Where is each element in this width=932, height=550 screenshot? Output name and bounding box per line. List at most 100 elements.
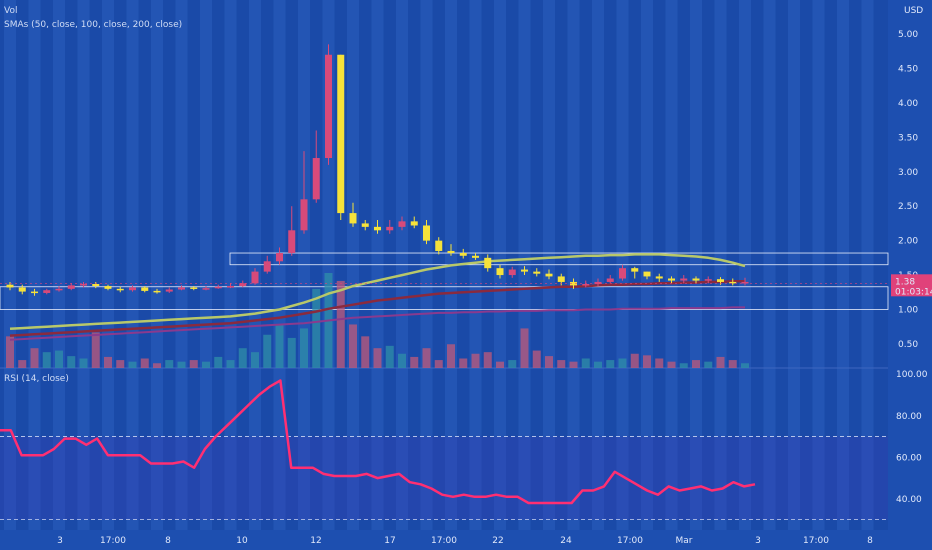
volume-bar (716, 356, 725, 368)
candle-countdown: 01:03:14 (895, 287, 932, 297)
candle-body[interactable] (251, 271, 259, 284)
candle-body[interactable] (717, 279, 724, 282)
candle-body[interactable] (190, 287, 198, 289)
candle-body[interactable] (349, 213, 357, 224)
volume-bar (704, 361, 713, 368)
volume-bar (606, 360, 615, 368)
candle-body[interactable] (459, 253, 467, 256)
candle-body[interactable] (398, 221, 406, 227)
volume-bar (128, 361, 137, 368)
candle-body[interactable] (496, 268, 504, 276)
candle-body[interactable] (141, 287, 149, 291)
last-price-tag (891, 274, 932, 297)
volume-bar (630, 353, 639, 368)
candle-body[interactable] (655, 276, 663, 279)
candle-body[interactable] (18, 287, 26, 292)
candle-body[interactable] (545, 273, 553, 277)
candle-body[interactable] (43, 290, 51, 293)
time-axis-tick-label: 17 (384, 536, 395, 546)
candle-body[interactable] (337, 54, 345, 214)
candle-body[interactable] (619, 268, 626, 279)
time-axis-tick-label: 17:00 (803, 536, 829, 546)
candle-body[interactable] (533, 271, 541, 274)
candle-body[interactable] (447, 250, 455, 254)
rsi-axis-tick-label: 40.00 (896, 495, 922, 505)
candle-body[interactable] (704, 279, 712, 281)
volume-bar (238, 348, 247, 368)
candle-body[interactable] (325, 54, 332, 159)
candle-body[interactable] (692, 278, 700, 281)
candle-body[interactable] (92, 284, 100, 287)
time-axis-tick-label: 17:00 (431, 536, 457, 546)
candle-body[interactable] (116, 288, 124, 291)
candle-body[interactable] (288, 230, 296, 254)
candle-body[interactable] (227, 286, 234, 288)
candle-body[interactable] (165, 289, 173, 292)
candle-body[interactable] (6, 284, 14, 288)
candle-body[interactable] (129, 287, 136, 291)
candle-body[interactable] (557, 276, 565, 282)
candle-body[interactable] (570, 281, 577, 286)
volume-bar (67, 356, 76, 368)
price-axis-tick-label: 3.00 (898, 168, 918, 178)
candle-body[interactable] (55, 288, 63, 291)
candle-body[interactable] (361, 223, 369, 227)
volume-bar (202, 361, 210, 368)
time-axis-tick-label: 17:00 (100, 536, 126, 546)
candle-body[interactable] (67, 285, 75, 289)
candle-body[interactable] (312, 158, 320, 200)
volume-bar (349, 324, 357, 368)
background-stripe (175, 0, 188, 530)
candle-body[interactable] (521, 269, 528, 272)
time-axis-tick-label: 3 (57, 536, 63, 546)
candle-body[interactable] (594, 281, 602, 285)
candle-body[interactable] (386, 226, 394, 231)
candle-body[interactable] (276, 253, 283, 262)
rsi-line (0, 379, 756, 505)
candle-body[interactable] (680, 278, 688, 281)
candle-body[interactable] (104, 286, 112, 289)
candle-body[interactable] (631, 268, 639, 272)
rsi-axis-tick-label: 60.00 (896, 453, 922, 463)
candle-body[interactable] (263, 261, 271, 272)
background-stripe (77, 0, 90, 530)
background-stripe (53, 0, 65, 530)
candle-body[interactable] (741, 281, 749, 284)
volume-bar (410, 356, 419, 368)
resistance-zone-box (229, 252, 889, 266)
sma-legend-label: SMAs (50, close, 100, close, 200, close) (4, 20, 182, 30)
candle-body[interactable] (374, 226, 381, 231)
candle-body[interactable] (202, 288, 210, 290)
candle-body[interactable] (300, 199, 308, 231)
sma100-line (9, 280, 745, 337)
candle-body[interactable] (80, 284, 87, 286)
candle-body[interactable] (153, 290, 161, 293)
volume-bar (520, 328, 529, 368)
candle-body[interactable] (423, 225, 430, 241)
candle-body[interactable] (239, 283, 247, 287)
candle-body[interactable] (508, 269, 516, 276)
time-axis-tick-label: 8 (867, 536, 873, 546)
candle-body[interactable] (214, 286, 222, 289)
volume-bar (741, 363, 749, 368)
candle-body[interactable] (606, 278, 614, 282)
volume-bar (275, 324, 284, 368)
candle-body[interactable] (582, 284, 590, 286)
volume-bar (300, 328, 308, 368)
candle-body[interactable] (472, 255, 479, 258)
time-axis-tick-label: 22 (492, 536, 503, 546)
volume-bar (30, 348, 39, 368)
candle-body[interactable] (435, 240, 443, 251)
time-axis-tick-label: 12 (310, 536, 321, 546)
candle-body[interactable] (643, 271, 651, 277)
candle-body[interactable] (729, 281, 737, 284)
volume-bar (496, 361, 504, 368)
volume-bar (55, 350, 63, 368)
candle-body[interactable] (178, 287, 185, 290)
candle-body[interactable] (668, 278, 675, 281)
candle-body[interactable] (410, 221, 418, 226)
candle-body[interactable] (484, 257, 492, 269)
candle-body[interactable] (31, 291, 38, 294)
